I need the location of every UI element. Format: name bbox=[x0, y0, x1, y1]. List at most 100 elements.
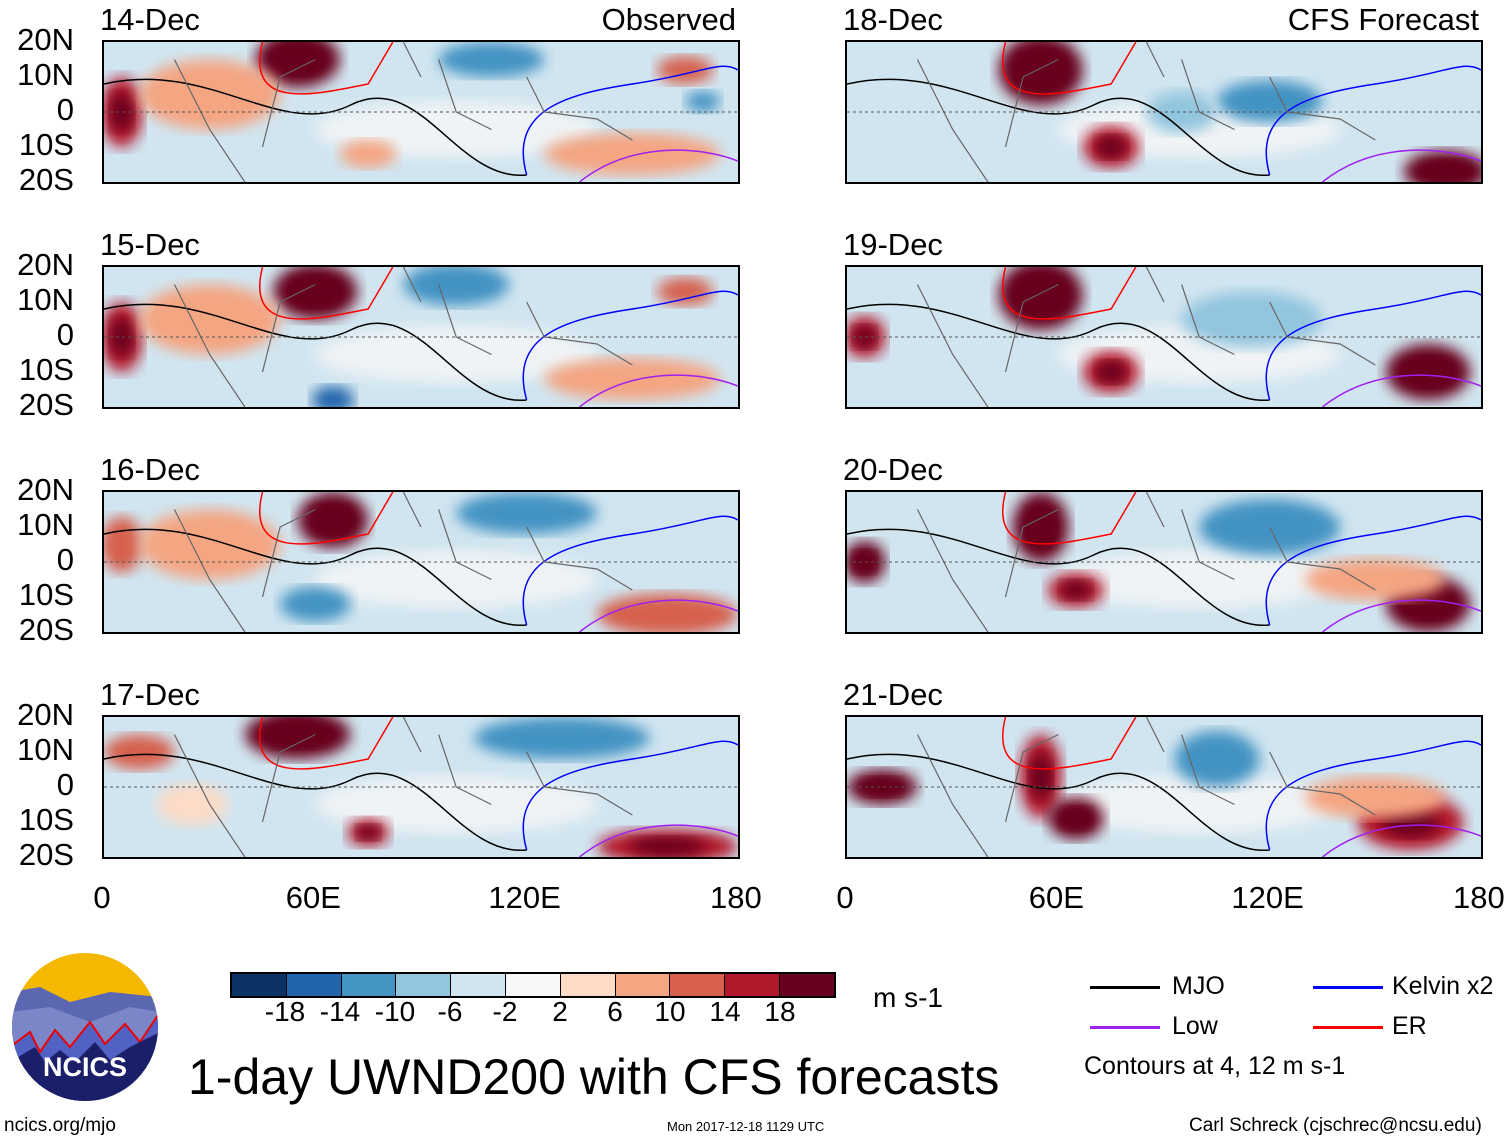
er-contour bbox=[260, 717, 393, 769]
anomaly-blob bbox=[1146, 91, 1217, 133]
colorbar-tick-label: -14 bbox=[319, 996, 361, 1027]
anomaly-blob bbox=[456, 492, 598, 534]
anomaly-blob bbox=[1181, 291, 1323, 348]
colorbar-swatch bbox=[232, 974, 287, 996]
anomaly-blob bbox=[139, 284, 281, 355]
colorbar-swatch bbox=[725, 974, 780, 996]
map-panel-20-Dec bbox=[845, 490, 1483, 634]
y-tick-label: 10S bbox=[18, 577, 74, 612]
mjo-contour bbox=[847, 529, 1270, 625]
colorbar-tick-label: 14 bbox=[709, 996, 741, 1027]
mjo-contour bbox=[104, 79, 527, 175]
er-contour bbox=[1003, 42, 1136, 94]
colorbar-swatch bbox=[670, 974, 726, 996]
colorbar-swatch bbox=[286, 974, 342, 996]
anomaly-blob bbox=[139, 59, 281, 130]
kelvin-contour bbox=[1266, 741, 1481, 850]
contour-note: Contours at 4, 12 m s-1 bbox=[1084, 1052, 1346, 1080]
kelvin-contour bbox=[523, 291, 738, 400]
anomaly-blob bbox=[473, 717, 650, 759]
colorbar-tick-label: -10 bbox=[374, 996, 416, 1027]
mjo-contour bbox=[104, 529, 527, 625]
colorbar-swatch bbox=[560, 974, 616, 996]
legend-label-er: ER bbox=[1392, 1012, 1427, 1040]
kelvin-contour bbox=[1266, 516, 1481, 625]
panel-date: 19-Dec bbox=[843, 227, 943, 262]
colorbar bbox=[230, 972, 836, 998]
x-tick-label: 120E bbox=[488, 880, 561, 915]
anomaly-blob bbox=[139, 509, 281, 580]
er-contour bbox=[260, 42, 393, 94]
x-tick-label: 0 bbox=[836, 880, 854, 915]
colorbar-tick-label: -2 bbox=[492, 996, 518, 1027]
anomaly-blob bbox=[544, 133, 721, 175]
er-contour bbox=[1003, 717, 1136, 769]
coastline bbox=[917, 42, 1375, 182]
y-tick-label: 10S bbox=[18, 352, 74, 387]
anomaly-blob bbox=[339, 140, 397, 168]
x-tick-label: 60E bbox=[1028, 880, 1084, 915]
kelvin-contour bbox=[1266, 291, 1481, 400]
low-contour bbox=[580, 375, 739, 407]
kelvin-contour bbox=[523, 66, 738, 175]
low-contour bbox=[1323, 150, 1482, 182]
anomaly-blob bbox=[1216, 80, 1323, 123]
coastline bbox=[174, 42, 632, 182]
colorbar-swatch bbox=[779, 974, 834, 996]
footer-timestamp: Mon 2017-12-18 1129 UTC bbox=[667, 1119, 825, 1134]
panel-date: 16-Dec bbox=[100, 452, 200, 487]
logo-text: NCICS bbox=[43, 1052, 127, 1082]
mjo-contour bbox=[847, 304, 1270, 400]
mjo-contour bbox=[104, 754, 527, 850]
y-tick-label: 20N bbox=[17, 472, 74, 507]
mjo-contour bbox=[847, 79, 1270, 175]
legend-line-low bbox=[1090, 1026, 1160, 1029]
panel-date: 14-Dec bbox=[100, 2, 200, 37]
anomaly-blob bbox=[403, 267, 510, 306]
map-panel-15-Dec bbox=[102, 265, 740, 409]
low-contour bbox=[580, 600, 739, 632]
legend-label-kelvin: Kelvin x2 bbox=[1392, 972, 1494, 1000]
map-panel-16-Dec bbox=[102, 490, 740, 634]
figure-title: 1-day UWND200 with CFS forecasts bbox=[188, 1049, 1000, 1105]
y-tick-label: 0 bbox=[56, 317, 74, 352]
y-tick-label: 20N bbox=[17, 22, 74, 57]
low-contour bbox=[1323, 375, 1482, 407]
legend-line-kelvin bbox=[1313, 986, 1383, 989]
y-tick-label: 0 bbox=[56, 92, 74, 127]
y-tick-label: 10N bbox=[17, 507, 74, 542]
anomaly-blob bbox=[156, 783, 228, 826]
map-panel-21-Dec bbox=[845, 715, 1483, 859]
colorbar-tick-label: -6 bbox=[437, 996, 463, 1027]
legend-line-er bbox=[1313, 1026, 1383, 1029]
low-contour bbox=[1323, 600, 1482, 632]
forecast-label: CFS Forecast bbox=[1287, 2, 1479, 37]
colorbar-tick-label: 6 bbox=[607, 996, 623, 1027]
y-tick-label: 0 bbox=[56, 542, 74, 577]
y-tick-label: 10N bbox=[17, 732, 74, 767]
x-tick-label: 120E bbox=[1231, 880, 1304, 915]
x-tick-label: 180 bbox=[1453, 880, 1505, 915]
er-contour bbox=[260, 267, 393, 319]
panel-date: 18-Dec bbox=[843, 2, 943, 37]
anomaly-blob bbox=[311, 386, 355, 407]
colorbar-units: m s-1 bbox=[873, 982, 943, 1013]
map-panel-14-Dec bbox=[102, 40, 740, 184]
anomaly-blob bbox=[656, 277, 714, 306]
y-tick-label: 20S bbox=[18, 612, 74, 647]
coastline bbox=[174, 717, 632, 857]
low-contour bbox=[1323, 825, 1482, 857]
coastline bbox=[174, 267, 632, 407]
er-contour bbox=[1003, 267, 1136, 319]
legend-line-mjo bbox=[1090, 986, 1160, 989]
colorbar-tick-label: 10 bbox=[654, 996, 686, 1027]
colorbar-tick-label: -18 bbox=[264, 996, 306, 1027]
anomaly-blob bbox=[104, 734, 175, 770]
map-panel-17-Dec bbox=[102, 715, 740, 859]
legend-label-mjo: MJO bbox=[1172, 972, 1225, 1000]
colorbar-tick-label: 18 bbox=[764, 996, 796, 1027]
anomaly-blob bbox=[1174, 731, 1260, 787]
kelvin-contour bbox=[1266, 66, 1481, 175]
observed-label: Observed bbox=[601, 2, 736, 37]
y-tick-label: 20N bbox=[17, 247, 74, 282]
